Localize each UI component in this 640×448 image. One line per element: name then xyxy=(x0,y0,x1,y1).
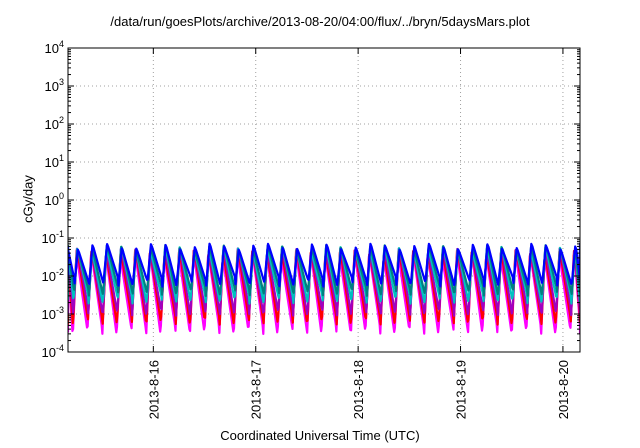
x-tick-label: 2013-8-20 xyxy=(556,360,571,419)
x-tick-label: 2013-8-16 xyxy=(146,360,161,419)
x-axis-title: Coordinated Universal Time (UTC) xyxy=(220,428,420,443)
y-tick-label: 100 xyxy=(45,191,64,208)
y-tick-label: 10-4 xyxy=(42,343,64,360)
series-layer xyxy=(68,242,580,335)
tick-layer: 10-4 10-3 10-2 10-1 100 101 102 103 104 2013-8-16… xyxy=(42,39,580,419)
series-line xyxy=(68,242,580,288)
x-tick-label: 2013-8-17 xyxy=(249,360,264,419)
y-tick-label: 10-3 xyxy=(42,305,64,322)
y-tick-label: 10-1 xyxy=(42,229,64,246)
y-tick-label: 102 xyxy=(45,115,64,132)
x-tick-label: 2013-8-19 xyxy=(454,360,469,419)
x-tick-label: 2013-8-18 xyxy=(351,360,366,419)
y-tick-label: 101 xyxy=(45,153,64,170)
y-tick-label: 104 xyxy=(45,39,64,56)
chart-title: /data/run/goesPlots/archive/2013-08-20/0… xyxy=(110,14,530,29)
y-tick-label: 103 xyxy=(45,77,64,94)
y-tick-label: 10-2 xyxy=(42,267,64,284)
